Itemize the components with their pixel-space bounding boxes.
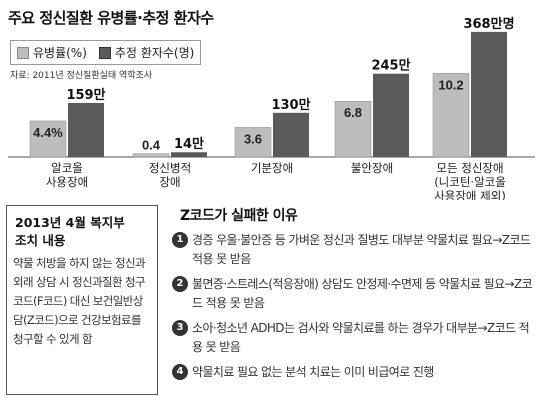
reason-item: 2 불면증·스트레스(적응장애) 상담도 안정제·수면제 등 약물치료 필요→Z… xyxy=(172,275,537,313)
reason-text: 경증 우울·불안증 등 가벼운 정신과 질병도 대부분 약물치료 필요→Z코드 … xyxy=(192,233,531,266)
data-label-patients: 245만 xyxy=(371,58,410,74)
reasons-panel: Z코드가 실패한 이유 1 경증 우울·불안증 등 가벼운 정신과 질병도 대부… xyxy=(172,205,537,382)
bar-prevalence-rate xyxy=(432,73,470,158)
data-label-rate: 3.6 xyxy=(244,131,262,146)
category-label: 정신병적 장애 xyxy=(149,161,191,189)
bar-prevalence-rate xyxy=(132,153,170,158)
data-label-patients: 130만 xyxy=(271,97,310,113)
category-label: 기분장애 xyxy=(251,161,293,175)
source-note: 자료: 2011년 정신질환실태 역학조사 xyxy=(10,71,153,81)
data-label-rate: 0.4 xyxy=(142,138,161,153)
legend: 유병률(%) 추정 환자수(명) xyxy=(10,40,202,65)
data-label-rate: 10.2 xyxy=(438,77,463,92)
reason-item: 3 소아·청소년 ADHD는 검사와 약물치료를 하는 경우가 대부분→Z코드 … xyxy=(172,319,537,357)
reason-text: 소아·청소년 ADHD는 검사와 약물치료를 하는 경우가 대부분→Z코드 적용… xyxy=(192,321,530,354)
policy-box-body: 약물 처방을 하지 않는 정신과 외래 상담 시 정신과질환 청구 코드(F코드… xyxy=(13,256,146,346)
reason-number-badge: 3 xyxy=(172,320,188,336)
category-label: 모든 정신장애 (니코틴·알코올 사용장애 제외) xyxy=(434,161,506,200)
reason-text: 약물치료 필요 없는 분석 치료는 이미 비급여로 진행 xyxy=(192,365,434,379)
reason-item: 1 경증 우울·불안증 등 가벼운 정신과 질병도 대부분 약물치료 필요→Z코… xyxy=(172,231,537,269)
reason-text: 불면증·스트레스(적응장애) 상담도 안정제·수면제 등 약물치료 필요→Z코드… xyxy=(192,277,533,310)
legend-swatch-patients xyxy=(98,46,111,59)
reason-number-badge: 2 xyxy=(172,276,188,292)
data-label-patients: 159만 xyxy=(66,87,105,103)
policy-box-title: 2013년 4월 복지부 조치 내용 xyxy=(15,215,125,248)
policy-box: 2013년 4월 복지부 조치 내용 약물 처방을 하지 않는 정신과 외래 상… xyxy=(6,205,158,395)
data-label-rate: 4.4% xyxy=(33,125,63,140)
bar-estimated-patients xyxy=(471,31,507,158)
legend-label-rate: 유병률(%) xyxy=(33,46,87,60)
category-label: 알코올 사용장애 xyxy=(46,161,88,189)
bar-estimated-patients xyxy=(68,102,104,157)
bar-estimated-patients xyxy=(373,73,409,157)
data-label-patients: 368만명 xyxy=(463,16,514,32)
reasons-title: Z코드가 실패한 이유 xyxy=(180,208,298,224)
reason-number-badge: 1 xyxy=(172,232,188,248)
bar-prevalence-rate xyxy=(29,120,67,158)
legend-item-patients: 추정 환자수(명) xyxy=(93,41,200,64)
category-label: 불안장애 xyxy=(351,161,393,175)
reason-number-badge: 4 xyxy=(172,364,188,380)
reason-item: 4 약물치료 필요 없는 분석 치료는 이미 비급여로 진행 xyxy=(172,363,537,382)
chart-title: 주요 정신질환 유병률·추정 환자수 xyxy=(8,9,214,27)
legend-label-patients: 추정 환자수(명) xyxy=(114,46,195,60)
bar-estimated-patients xyxy=(273,112,309,157)
bar-prevalence-rate xyxy=(334,100,372,158)
legend-item-rate: 유병률(%) xyxy=(11,41,93,64)
legend-swatch-rate xyxy=(17,46,29,59)
data-label-patients: 14만 xyxy=(174,136,204,152)
data-label-rate: 6.8 xyxy=(344,105,362,120)
bar-prevalence-rate xyxy=(234,127,272,158)
bar-estimated-patients xyxy=(171,152,207,157)
